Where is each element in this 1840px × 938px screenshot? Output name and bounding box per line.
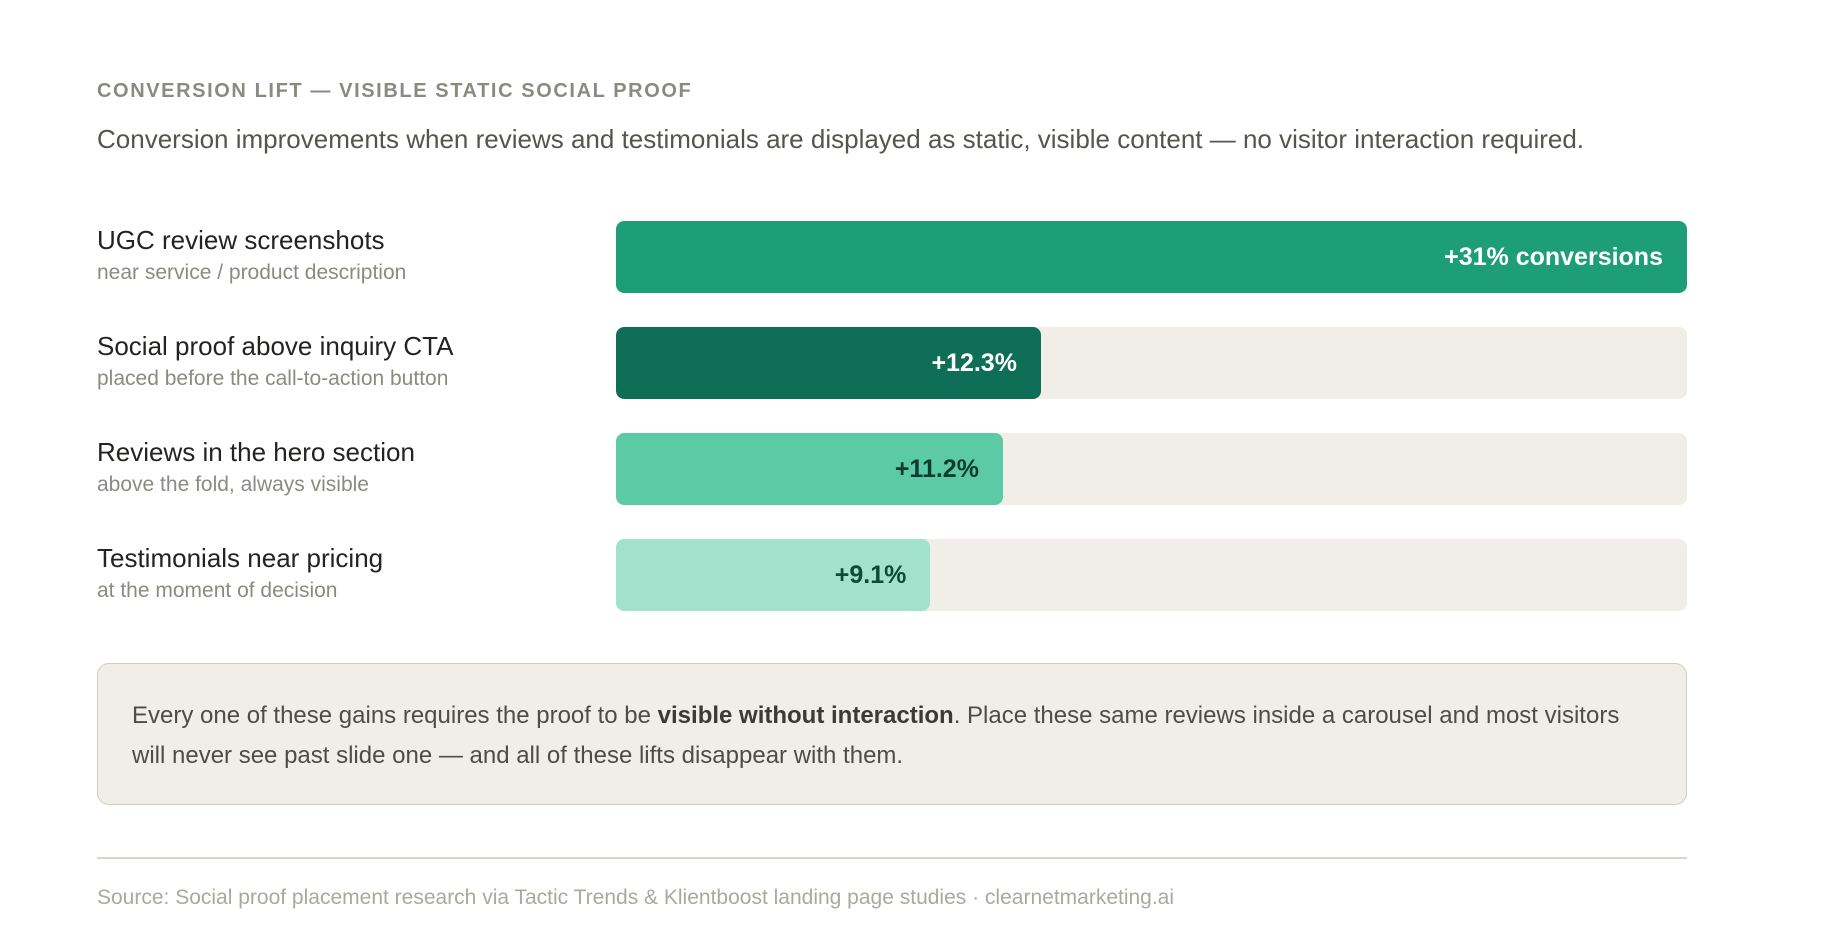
bar: +9.1%: [616, 539, 931, 611]
bar-value-label: +9.1%: [834, 560, 907, 589]
category-sublabel: above the fold, always visible: [97, 473, 369, 496]
bar-chart: UGC review screenshots near service / pro…: [97, 221, 1687, 645]
row-label: UGC review screenshots near service / pro…: [97, 225, 597, 285]
bar: +31% conversions: [616, 221, 1687, 293]
bar-track: +11.2%: [616, 433, 1687, 505]
bar: +11.2%: [616, 433, 1003, 505]
bar-track: +9.1%: [616, 539, 1687, 611]
callout-note: Every one of these gains requires the pr…: [97, 663, 1687, 805]
bar-value-label: +31% conversions: [1444, 242, 1663, 271]
row-label: Testimonials near pricing at the moment o…: [97, 543, 597, 603]
bar-track: +12.3%: [616, 327, 1687, 399]
bar-value-label: +12.3%: [931, 348, 1017, 377]
chart-row: Testimonials near pricing at the moment o…: [97, 539, 1687, 611]
category-label: Testimonials near pricing: [97, 543, 384, 573]
chart-row: Social proof above inquiry CTA placed bef…: [97, 327, 1687, 399]
chart-row: Reviews in the hero section above the fol…: [97, 433, 1687, 505]
note-text-bold: visible without interaction: [657, 702, 954, 729]
chart-card: CONVERSION LIFT — VISIBLE STATIC SOCIAL …: [97, 80, 1687, 909]
category-sublabel: near service / product description: [97, 261, 407, 284]
row-label: Social proof above inquiry CTA placed bef…: [97, 331, 597, 391]
category-label: Social proof above inquiry CTA: [97, 331, 454, 361]
bar: +12.3%: [616, 327, 1041, 399]
row-label: Reviews in the hero section above the fol…: [97, 437, 597, 497]
category-sublabel: placed before the call-to-action button: [97, 367, 449, 390]
footer-divider: [97, 857, 1687, 859]
category-label: UGC review screenshots: [97, 225, 385, 255]
note-text-after: . Place these same reviews inside a caro…: [132, 702, 1620, 769]
chart-row: UGC review screenshots near service / pro…: [97, 221, 1687, 293]
category-sublabel: at the moment of decision: [97, 579, 338, 602]
chart-subtitle: Conversion improvements when reviews and…: [97, 124, 1585, 154]
bar-value-label: +11.2%: [894, 454, 979, 483]
note-text-before: Every one of these gains requires the pr…: [132, 702, 658, 729]
source-citation: Source: Social proof placement research …: [97, 886, 1175, 909]
bar-track: +31% conversions: [616, 221, 1687, 293]
chart-eyebrow-title: CONVERSION LIFT — VISIBLE STATIC SOCIAL …: [97, 80, 693, 102]
category-label: Reviews in the hero section: [97, 437, 415, 467]
